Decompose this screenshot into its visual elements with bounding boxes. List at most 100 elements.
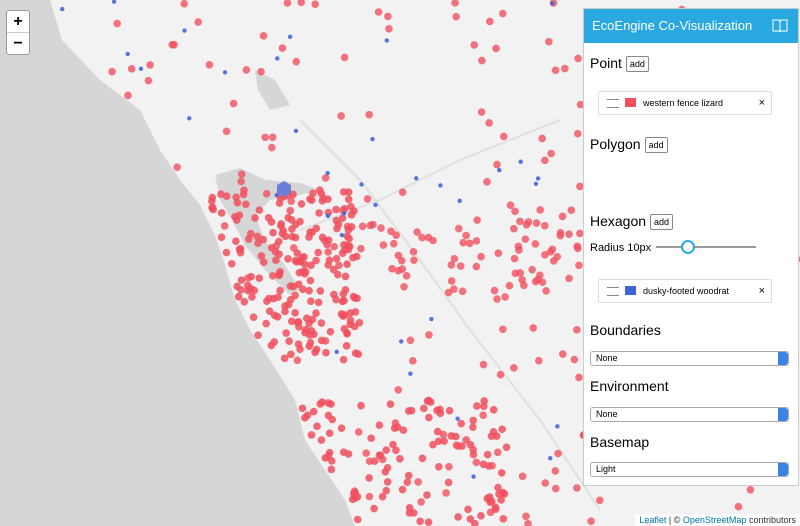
observation <box>365 110 373 119</box>
observation <box>233 198 242 207</box>
close[interactable]: × <box>758 285 765 297</box>
observation <box>222 248 231 257</box>
observation <box>351 308 360 316</box>
close[interactable]: × <box>758 97 765 109</box>
observation <box>325 448 334 457</box>
observation <box>311 0 319 8</box>
observation <box>332 254 341 263</box>
observation <box>518 159 523 164</box>
observation <box>272 256 280 264</box>
observation <box>450 254 459 263</box>
section-title: Environment <box>590 378 669 394</box>
observation <box>414 478 422 486</box>
observation <box>410 256 418 264</box>
observation <box>276 286 284 295</box>
observation <box>454 224 463 233</box>
add-button[interactable]: add <box>625 56 649 73</box>
radius-slider[interactable] <box>654 239 760 255</box>
observation <box>297 200 306 208</box>
observation <box>370 136 375 142</box>
add-button[interactable]: add <box>644 137 668 154</box>
observation <box>389 440 397 449</box>
observation <box>471 474 476 479</box>
observation <box>489 428 498 436</box>
observation <box>397 256 406 265</box>
observation <box>493 160 501 169</box>
observation <box>384 38 389 43</box>
observation <box>222 127 231 136</box>
observation <box>347 211 356 219</box>
section-title: Point <box>590 55 622 71</box>
observation <box>291 220 300 229</box>
section-title: Boundaries <box>590 322 661 338</box>
observation <box>339 232 345 238</box>
observation <box>345 234 353 243</box>
select-value: None <box>596 353 618 363</box>
observation <box>405 509 414 517</box>
observation <box>390 239 398 248</box>
observation <box>516 217 524 226</box>
observation <box>515 246 523 254</box>
zoom-in[interactable]: + <box>13 13 23 30</box>
zoom-control: + − <box>6 10 30 55</box>
observation <box>268 272 277 280</box>
observation <box>306 228 314 236</box>
select[interactable]: None <box>590 407 789 422</box>
observation <box>275 271 283 280</box>
select[interactable]: None <box>590 351 789 366</box>
book-icon[interactable] <box>772 19 788 32</box>
observation <box>299 285 307 294</box>
observation <box>313 422 321 431</box>
observation <box>365 492 374 501</box>
observation <box>402 271 411 280</box>
observation <box>529 324 538 332</box>
observation <box>378 492 387 501</box>
observation <box>338 214 347 222</box>
observation <box>534 356 543 365</box>
observation <box>324 248 332 256</box>
observation <box>477 108 486 116</box>
observation <box>500 490 509 498</box>
observation <box>267 218 276 226</box>
observation <box>377 224 385 232</box>
observation <box>291 233 300 242</box>
observation <box>494 483 502 492</box>
observation <box>262 319 270 328</box>
observation <box>367 434 375 443</box>
observation <box>398 265 407 273</box>
observation <box>315 209 323 217</box>
observation <box>205 61 214 69</box>
observation <box>335 261 343 270</box>
observation <box>321 174 330 182</box>
observation <box>259 32 268 40</box>
observation <box>462 231 470 240</box>
observation <box>365 474 373 482</box>
observation <box>469 423 477 432</box>
observation <box>322 348 330 357</box>
observation <box>347 202 355 211</box>
zoom-out[interactable]: − <box>7 32 29 54</box>
observation <box>284 254 292 263</box>
observation <box>445 406 454 415</box>
observation <box>273 313 282 321</box>
section-title: Polygon <box>590 136 641 152</box>
link[interactable]: Leaflet <box>639 515 667 525</box>
observation <box>124 91 132 100</box>
select[interactable]: Light <box>590 462 789 477</box>
hexagon <box>277 181 291 197</box>
observation <box>396 454 404 463</box>
observation <box>180 0 189 8</box>
observation <box>308 315 317 324</box>
observation <box>222 192 231 200</box>
observation <box>442 489 450 497</box>
add-button[interactable]: add <box>650 214 674 231</box>
observation <box>282 329 290 337</box>
observation <box>306 276 315 285</box>
observation <box>408 371 413 376</box>
observation <box>251 214 259 222</box>
link[interactable]: OpenStreetMap <box>682 515 747 525</box>
observation <box>535 176 541 181</box>
observation <box>429 316 434 322</box>
observation <box>420 404 428 413</box>
observation <box>274 192 279 198</box>
